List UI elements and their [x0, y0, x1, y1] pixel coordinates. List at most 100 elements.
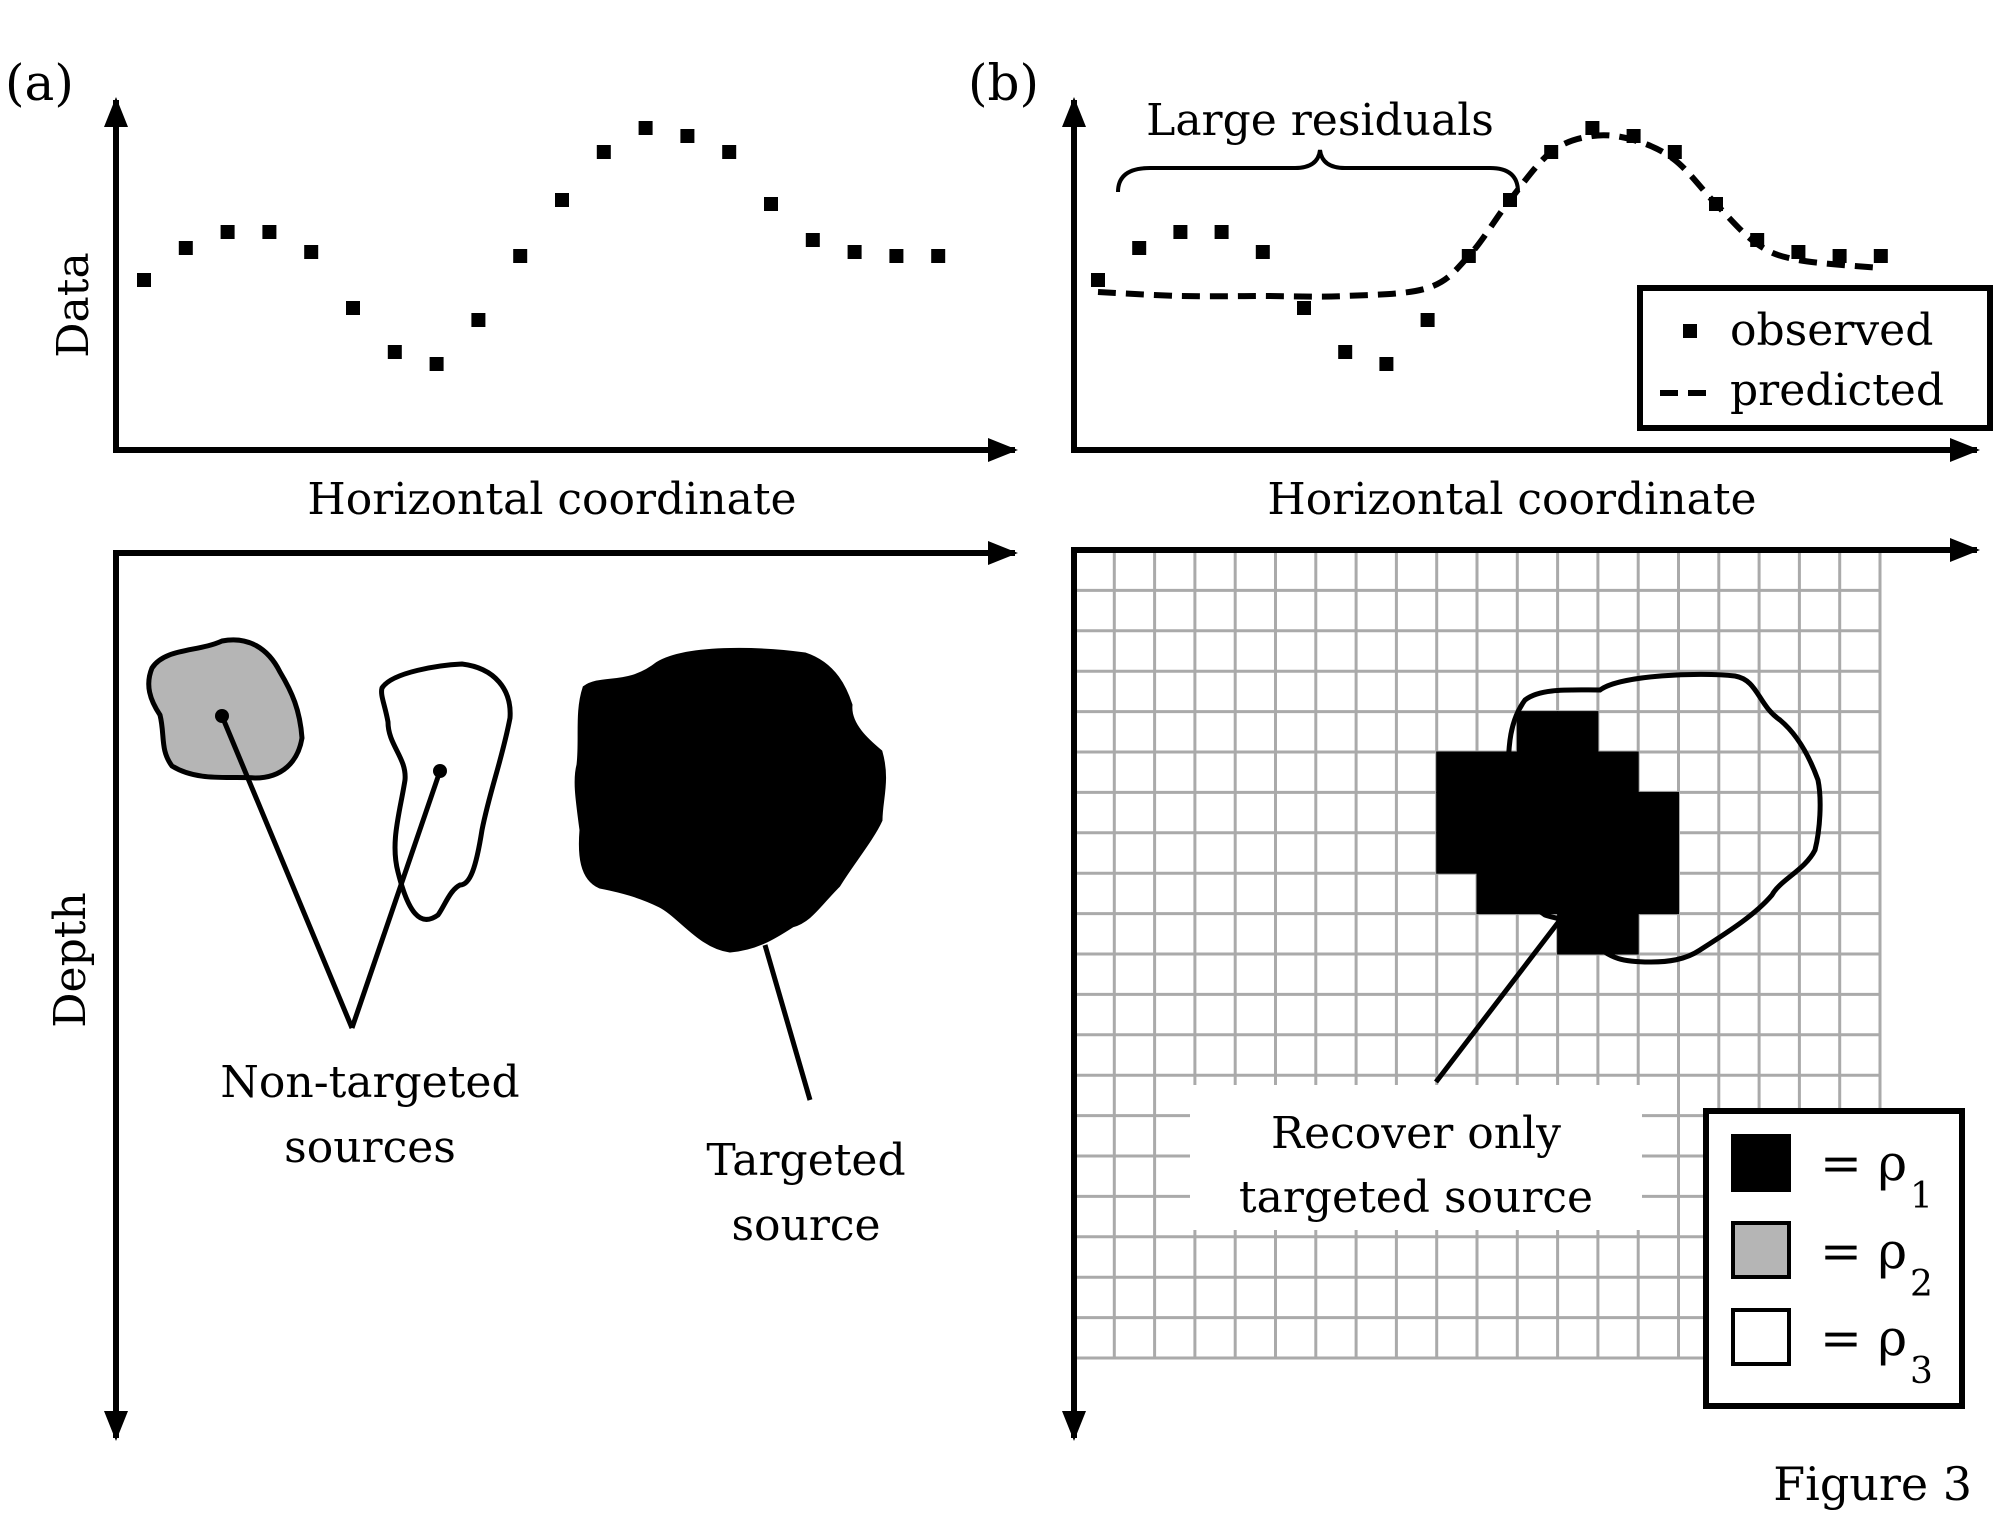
recovered-cell — [1557, 872, 1599, 915]
panel-b-observed-point — [1791, 245, 1806, 259]
panel-b-observed-point — [1338, 345, 1353, 359]
recovered-cell — [1597, 913, 1639, 955]
panel-b-observed-point — [1667, 145, 1682, 159]
panel-a-data-point — [178, 241, 193, 255]
panel-a-y-axis-label: Data — [48, 252, 99, 357]
recovered-cell — [1516, 791, 1559, 834]
panel-b-observed-point — [1132, 241, 1147, 255]
recovered-cell — [1516, 711, 1559, 753]
panel-b-x-axis-label: Horizontal coordinate — [1267, 474, 1756, 525]
panel-b-observed-point — [1585, 121, 1600, 135]
panel-b-label: (b) — [968, 54, 1039, 112]
panel-b-observed-point — [1173, 225, 1188, 239]
residuals-brace — [1116, 149, 1520, 193]
panel-b-observed-point — [1503, 193, 1517, 207]
targeted-pointer-line — [762, 944, 813, 1101]
panel-a-data-point — [429, 357, 444, 371]
rho1-subscript: 1 — [1910, 1176, 1933, 1217]
recovered-cell — [1597, 791, 1639, 834]
rho3-subscript: 3 — [1910, 1351, 1933, 1392]
predicted-legend-label: predicted — [1730, 365, 1944, 416]
panel-a-data-point — [596, 145, 611, 159]
recovered-cell — [1516, 751, 1559, 793]
panel-b-data-plot: (b) Horizontal coordinate Large residual… — [968, 54, 1993, 525]
panel-b-observed-point — [1750, 233, 1765, 247]
observed-legend-marker — [1683, 324, 1697, 338]
panel-a-data-point — [764, 197, 778, 211]
recovered-pointer-line — [1434, 918, 1562, 1084]
rho3-label: = ρ — [1820, 1309, 1907, 1367]
panel-a-depth-label: Depth — [45, 892, 96, 1028]
panel-b-observed-point — [1873, 249, 1888, 263]
figure-label: Figure 3 — [1773, 1457, 1972, 1511]
recovered-cell — [1637, 832, 1679, 874]
observed-legend-label: observed — [1730, 305, 1933, 356]
recover-label-backdrop — [1190, 1085, 1642, 1230]
panel-a-data-point — [680, 129, 695, 143]
panel-a-depth-section: Depth Non-targeted sources Targeted sour… — [45, 541, 1018, 1441]
panel-a-data-point — [346, 301, 360, 315]
rho2-subscript: 2 — [1910, 1264, 1933, 1305]
panel-b-observed-point — [1832, 249, 1847, 263]
panel-b-observed-point — [1709, 197, 1723, 211]
recover-label-line-2: targeted source — [1239, 1172, 1593, 1223]
panel-a-data-point — [847, 245, 862, 259]
recovered-cell — [1557, 791, 1599, 834]
panel-b-observed-point — [1420, 313, 1435, 327]
panel-b-observed-point — [1544, 145, 1559, 159]
panel-a-points — [137, 121, 946, 371]
recovered-cell — [1436, 751, 1478, 793]
recovered-cell — [1557, 751, 1599, 793]
rho1-label: = ρ — [1820, 1134, 1907, 1192]
panel-a-data-point — [722, 145, 737, 159]
recovered-cell — [1637, 791, 1679, 834]
fit-legend: observed predicted — [1637, 285, 1993, 431]
non-targeted-label-line-1: Non-targeted — [220, 1057, 519, 1108]
panel-a-data-point — [638, 121, 653, 135]
panel-a-x-axis-label: Horizontal coordinate — [307, 474, 796, 525]
panel-a-data-point — [471, 313, 486, 327]
recovered-cell — [1597, 872, 1639, 915]
non-targeted-label-line-2: sources — [284, 1122, 456, 1173]
rho1-swatch — [1731, 1134, 1791, 1192]
panel-a-data-point — [513, 249, 528, 263]
recovered-cell — [1476, 751, 1518, 793]
true-source-outline — [1505, 671, 1823, 965]
non-targeted-pointer-line-2 — [349, 770, 443, 1029]
recovered-cell — [1557, 711, 1599, 753]
panel-b-observed-point — [1297, 301, 1311, 315]
panel-b-observed-point — [1461, 249, 1476, 263]
density-legend: = ρ 1 = ρ 2 = ρ 3 — [1703, 1108, 1965, 1409]
fit-legend-box — [1637, 285, 1993, 431]
recovered-cell — [1436, 832, 1478, 874]
recovered-cell — [1516, 832, 1559, 874]
panel-a-data-point — [387, 345, 402, 359]
panel-a-data-point — [889, 249, 904, 263]
panel-a-data-point — [555, 193, 569, 207]
targeted-label-line-1: Targeted — [706, 1135, 905, 1186]
rho3-swatch — [1731, 1308, 1791, 1366]
panel-a-data-point — [220, 225, 235, 239]
panel-a-data-point — [137, 273, 151, 287]
panel-a-data-point — [805, 233, 820, 247]
predicted-curve — [1097, 132, 1882, 300]
panel-b-observed-point — [1214, 225, 1229, 239]
rho2-label: = ρ — [1820, 1222, 1907, 1280]
panel-a-label: (a) — [5, 54, 74, 112]
rho2-swatch — [1731, 1221, 1791, 1279]
targeted-label-line-2: source — [731, 1200, 880, 1251]
gray-source-shape — [146, 637, 305, 781]
recovered-cell — [1637, 872, 1679, 915]
panel-b-depth-section: Recover only targeted source = ρ 1 = ρ 2… — [1062, 538, 1980, 1441]
panel-b-points — [1091, 121, 1888, 371]
non-targeted-pointer-line-1 — [219, 715, 355, 1029]
recovered-cell — [1476, 872, 1518, 915]
panel-b-observed-point — [1626, 129, 1641, 143]
panel-a-data-point — [262, 225, 277, 239]
panel-a-data-point — [304, 245, 319, 259]
targeted-source-shape — [574, 647, 887, 953]
panel-a-data-plot: (a) Data Horizontal coordinate — [5, 54, 1018, 525]
recover-label-line-1: Recover only — [1271, 1108, 1561, 1159]
recovered-cell — [1436, 791, 1478, 834]
